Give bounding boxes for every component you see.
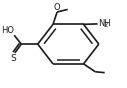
Text: S: S (11, 54, 17, 63)
Text: HO: HO (1, 26, 14, 35)
Text: NH: NH (98, 19, 111, 28)
Text: 2: 2 (104, 22, 108, 29)
Text: O: O (54, 3, 60, 12)
